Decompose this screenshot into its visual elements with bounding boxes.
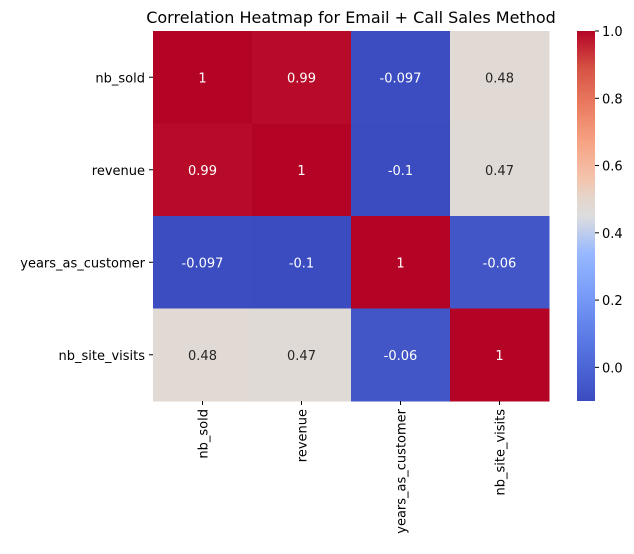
heatmap-cell bbox=[351, 123, 451, 217]
colorbar: 0.0 0.2 0.4 0.6 0.8 1.0 bbox=[577, 25, 623, 401]
y-tick-label: nb_sold bbox=[95, 71, 145, 86]
colorbar-tick-label: 0.0 bbox=[602, 361, 623, 376]
cell-annotation: 1 bbox=[396, 256, 404, 271]
chart-title: Correlation Heatmap for Email + Call Sal… bbox=[146, 8, 556, 27]
colorbar-tick-label: 0.8 bbox=[602, 92, 623, 107]
heatmap-cell bbox=[450, 216, 550, 309]
cell-annotation: -0.06 bbox=[483, 256, 517, 271]
y-tick-label: revenue bbox=[92, 164, 145, 179]
cell-annotation: -0.097 bbox=[380, 71, 422, 86]
cell-annotation: 0.47 bbox=[287, 349, 316, 364]
cell-annotation: 1 bbox=[297, 164, 305, 179]
heatmap-cell bbox=[153, 31, 253, 124]
heatmap-cell bbox=[450, 31, 550, 124]
cell-annotation: -0.1 bbox=[388, 164, 413, 179]
colorbar-tick-label: 0.2 bbox=[602, 294, 623, 309]
heatmap-cell bbox=[351, 308, 451, 402]
colorbar-tick-label: 0.4 bbox=[602, 227, 623, 242]
x-tick-label: nb_sold bbox=[197, 409, 212, 459]
heatmap-cell bbox=[450, 308, 550, 402]
cell-annotation: -0.1 bbox=[289, 256, 314, 271]
colorbar-tick-label: 1.0 bbox=[602, 25, 623, 40]
cell-annotation: 0.48 bbox=[485, 71, 514, 86]
cell-annotation: 0.48 bbox=[188, 349, 217, 364]
heatmap-cell bbox=[153, 308, 253, 402]
heatmap-cell bbox=[450, 123, 550, 217]
heatmap-cell bbox=[252, 31, 352, 124]
x-tick-labels: nb_sold revenue years_as_customer nb_site_v… bbox=[197, 401, 509, 534]
cell-annotation: 0.99 bbox=[287, 71, 316, 86]
x-tick-label: revenue bbox=[296, 409, 311, 462]
heatmap-cell bbox=[351, 31, 451, 124]
cell-annotation: 0.47 bbox=[485, 164, 514, 179]
colorbar-gradient bbox=[577, 31, 595, 401]
heatmap-cells: 1 0.99 -0.097 0.48 0.99 1 -0.1 0.47 -0.097 -0.1 1 -… bbox=[153, 31, 550, 402]
y-tick-label: nb_site_visits bbox=[58, 349, 145, 364]
cell-annotation: -0.097 bbox=[182, 256, 224, 271]
cell-annotation: -0.06 bbox=[384, 349, 418, 364]
heatmap-cell bbox=[252, 308, 352, 402]
heatmap-cell bbox=[252, 216, 352, 309]
x-tick-label: years_as_customer bbox=[395, 408, 410, 533]
y-tick-label: years_as_customer bbox=[20, 256, 145, 271]
heatmap-cell bbox=[252, 123, 352, 217]
heatmap-cell bbox=[153, 123, 253, 217]
heatmap-cell bbox=[351, 216, 451, 309]
colorbar-tick-label: 0.6 bbox=[602, 160, 623, 175]
cell-annotation: 0.99 bbox=[188, 164, 217, 179]
heatmap-cell bbox=[153, 216, 253, 309]
x-tick-label: nb_site_visits bbox=[494, 409, 509, 496]
cell-annotation: 1 bbox=[495, 349, 503, 364]
cell-annotation: 1 bbox=[198, 71, 206, 86]
